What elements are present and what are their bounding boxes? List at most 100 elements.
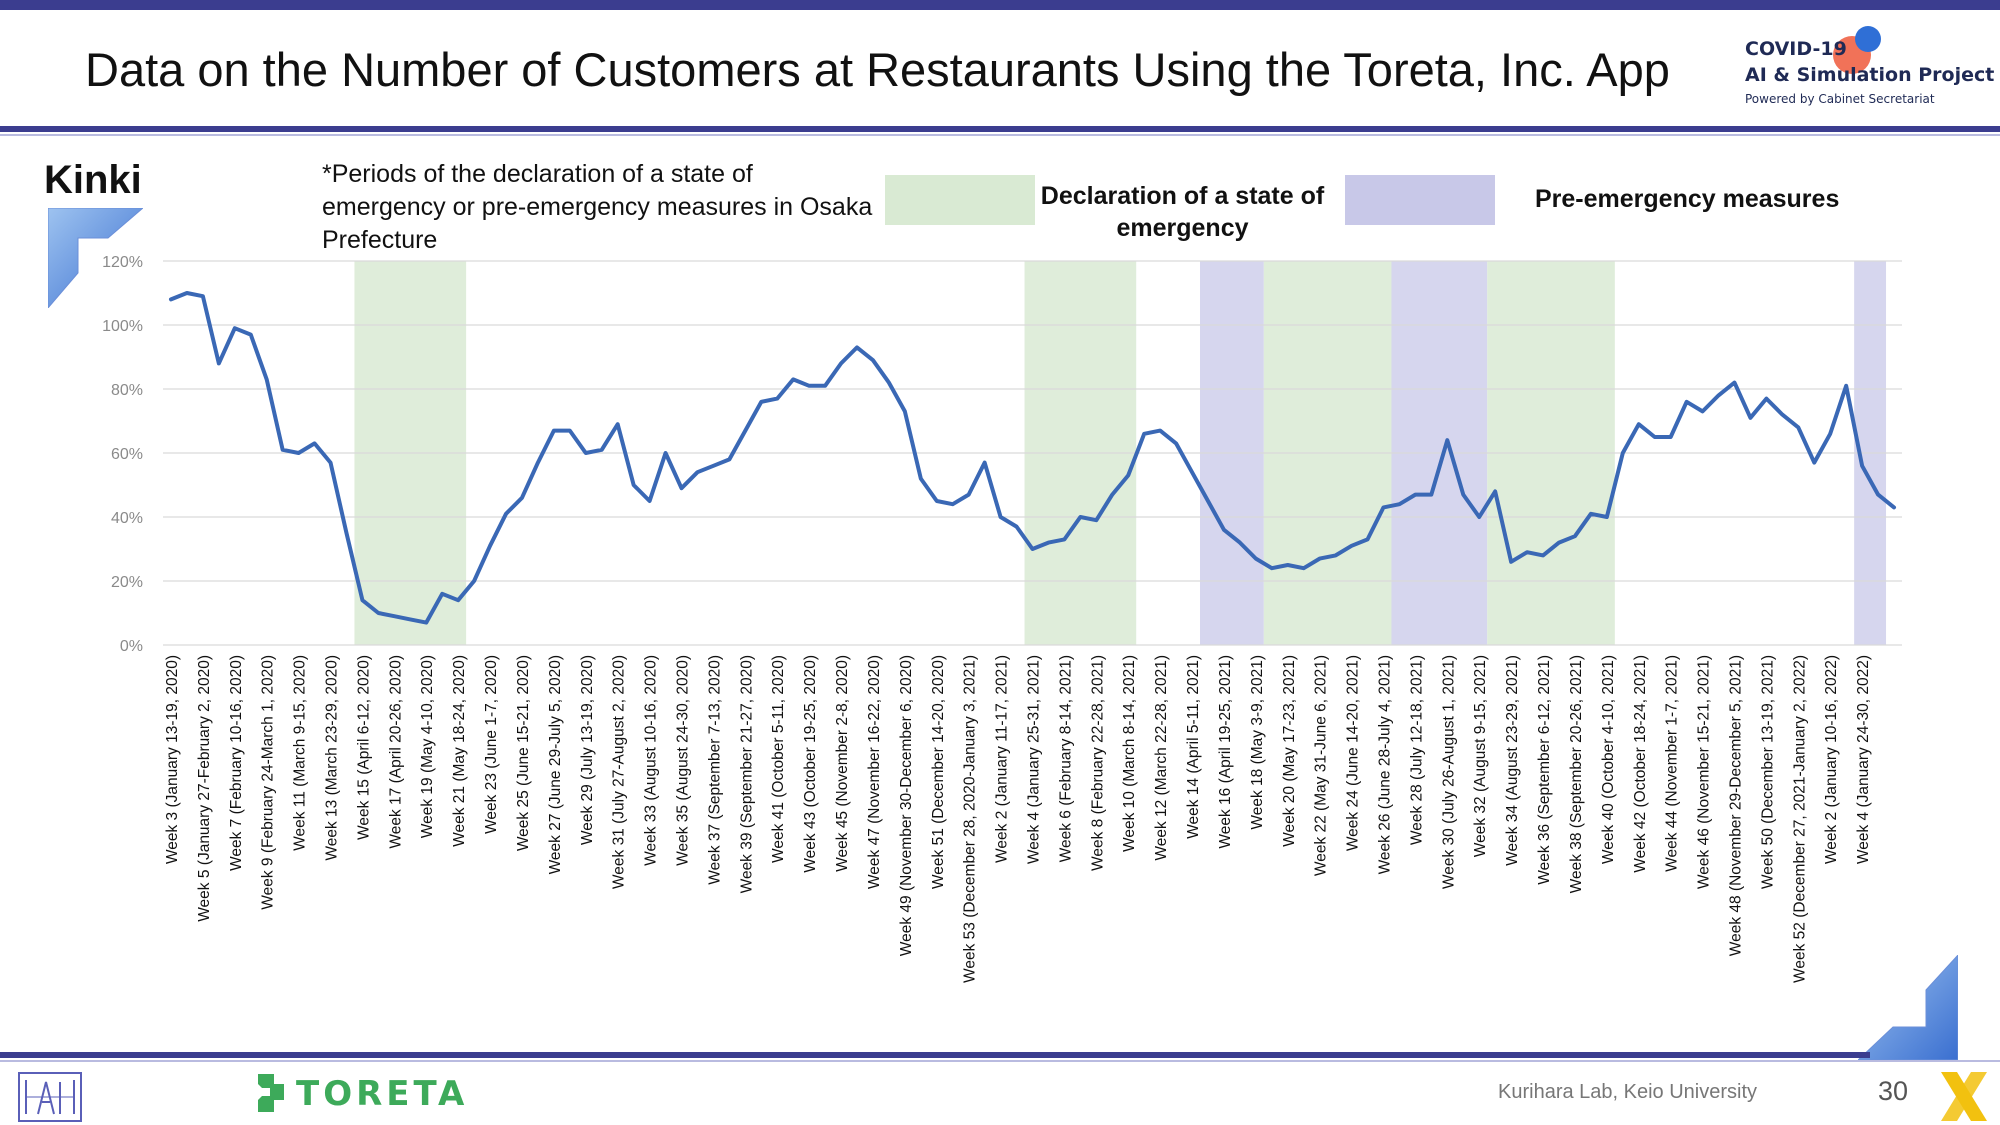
data-point [1046, 541, 1051, 545]
data-point [584, 451, 588, 455]
data-point [1573, 534, 1577, 538]
data-point [1110, 493, 1114, 497]
data-point [328, 461, 333, 465]
data-point [1828, 432, 1832, 436]
x-tick-label: Week 15 (April 6-12, 2020) [355, 655, 372, 840]
data-point [297, 451, 301, 455]
x-tick-label: Week 53 (December 28, 2020-January 3, 20… [962, 655, 979, 983]
toreta-wordmark: TORETA [296, 1074, 469, 1114]
data-point [408, 617, 412, 622]
data-point [1605, 515, 1609, 519]
header-divider [0, 126, 2000, 132]
x-tick-label: Week 43 (October 19-25, 2020) [802, 655, 819, 873]
data-point [1206, 499, 1210, 503]
x-tick-label: Week 14 (April 5-11, 2021) [1185, 655, 1202, 839]
x-tick-label: Week 7 (February 10-16, 2020) [228, 655, 245, 871]
data-point [376, 611, 380, 615]
data-point [1349, 544, 1354, 548]
data-point [1318, 557, 1322, 561]
logo-line1: COVID-19 [1745, 38, 1847, 60]
data-point [1653, 435, 1657, 439]
data-point [1142, 432, 1146, 436]
x-tick-label: Week 22 (May 31-June 6, 2021) [1313, 655, 1330, 876]
data-point [998, 515, 1003, 519]
x-tick-label: Week 28 (July 12-18, 2021) [1408, 655, 1425, 845]
logo-line3: Powered by Cabinet Secretariat [1745, 92, 1935, 106]
data-point [424, 621, 428, 625]
data-point [1429, 493, 1433, 497]
data-point [1525, 550, 1529, 554]
data-point [504, 512, 508, 516]
x-tick-label: Week 40 (October 4-10, 2021) [1600, 655, 1617, 864]
data-point [520, 496, 524, 500]
legend-pre-emergency-label: Pre-emergency measures [1535, 185, 1840, 213]
data-point [951, 502, 955, 506]
x-tick-label: Week 13 (March 23-29, 2020) [324, 655, 341, 861]
page-title: Data on the Number of Customers at Resta… [85, 43, 1670, 96]
data-point [1764, 397, 1768, 401]
data-point [217, 361, 221, 365]
data-point [1876, 493, 1880, 497]
data-point [185, 291, 189, 295]
x-tick-label: Week 16 (April 19-25, 2021) [1217, 655, 1234, 849]
data-point [871, 358, 875, 362]
data-point [903, 409, 907, 413]
data-point [233, 326, 237, 330]
x-tick-label: Week 52 (December 27, 2021-January 2, 20… [1791, 655, 1808, 983]
data-point [488, 544, 492, 548]
data-point [472, 579, 476, 583]
x-tick-label: Week 46 (November 15-21, 2021) [1696, 655, 1713, 889]
y-tick-label: 100% [102, 318, 143, 335]
data-point [1541, 553, 1545, 558]
data-point [1158, 429, 1162, 433]
toreta-mark-icon [258, 1074, 284, 1112]
data-point [759, 400, 763, 404]
x-tick-label: Week 33 (August 10-16, 2020) [643, 655, 660, 866]
x-tick-label: Week 44 (November 1-7, 2021) [1664, 655, 1681, 872]
data-point [1860, 464, 1864, 468]
x-tick-label: Week 24 (June 14-20, 2021) [1345, 655, 1362, 851]
data-point [663, 451, 668, 455]
data-point [1844, 384, 1848, 388]
x-tick-label: Week 4 (January 25-31, 2021) [1026, 655, 1043, 864]
x-tick-label: Week 38 (September 20-26, 2021) [1568, 655, 1585, 893]
data-point [1238, 541, 1242, 545]
data-point [839, 361, 843, 365]
x-tick-label: Week 37 (September 7-13, 2020) [706, 655, 723, 885]
data-point [1254, 557, 1258, 561]
data-point [1716, 393, 1721, 397]
data-point [791, 377, 795, 381]
x-tick-label: Week 20 (May 17-23, 2021) [1281, 655, 1298, 847]
x-tick-label: Week 17 (April 20-26, 2020) [387, 655, 404, 849]
data-point [360, 598, 365, 602]
data-point [1413, 493, 1417, 497]
data-point [1796, 425, 1800, 429]
data-point [1174, 441, 1178, 445]
project-logo: COVID-19 AI & Simulation Project Powered… [1745, 26, 1994, 116]
x-tick-label: Week 27 (June 29-July 5, 2020) [547, 655, 564, 874]
x-tick-label: Week 19 (May 4-10, 2020) [419, 655, 436, 838]
x-tick-label: Week 9 (February 24-March 1, 2020) [260, 655, 277, 910]
data-point [648, 499, 652, 503]
data-point [552, 429, 556, 433]
x-tick-label: Week 51 (December 14-20, 2020) [930, 655, 947, 889]
data-point [1365, 537, 1370, 542]
footer-divider-light [0, 1060, 2000, 1062]
data-point [1637, 422, 1641, 426]
data-point [1094, 518, 1098, 522]
data-point [1222, 528, 1226, 532]
data-point [823, 384, 827, 388]
data-point [1078, 515, 1082, 519]
data-point [711, 464, 716, 468]
legend-pre-emergency-swatch [1345, 175, 1495, 225]
data-point [1270, 566, 1274, 570]
x-tick-label: Week 23 (June 1-7, 2020) [483, 655, 500, 834]
x-tick-label: Week 4 (January 24-30, 2022) [1855, 655, 1872, 864]
x-tick-label: Week 48 (November 29-December 5, 2021) [1727, 655, 1744, 956]
corner-bracket-icon [48, 208, 143, 308]
corner-bracket-br-icon [1858, 955, 1958, 1060]
x-tick-label: Week 50 (December 13-19, 2021) [1759, 655, 1776, 889]
x-tick-label: Week 31 (July 27-August 2, 2020) [611, 655, 628, 889]
data-point [1669, 435, 1673, 439]
data-point [1461, 493, 1465, 497]
